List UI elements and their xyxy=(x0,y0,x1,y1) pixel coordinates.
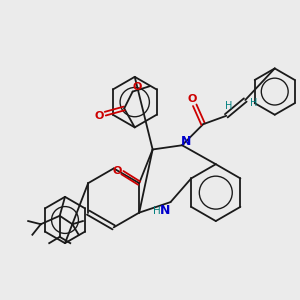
Text: H: H xyxy=(153,206,161,215)
Text: H: H xyxy=(250,98,257,108)
Text: O: O xyxy=(188,94,197,104)
Text: H: H xyxy=(225,101,232,111)
Text: N: N xyxy=(160,204,170,217)
Text: O: O xyxy=(112,166,122,176)
Text: O: O xyxy=(132,82,142,92)
Text: N: N xyxy=(181,135,191,148)
Text: O: O xyxy=(94,111,104,121)
